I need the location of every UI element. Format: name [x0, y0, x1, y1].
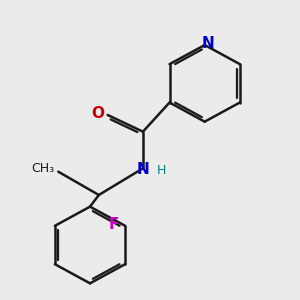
Text: N: N	[136, 161, 149, 176]
Text: CH₃: CH₃	[32, 162, 55, 175]
Text: F: F	[109, 217, 119, 232]
Text: N: N	[201, 36, 214, 51]
Text: O: O	[91, 106, 104, 121]
Text: H: H	[157, 164, 166, 176]
